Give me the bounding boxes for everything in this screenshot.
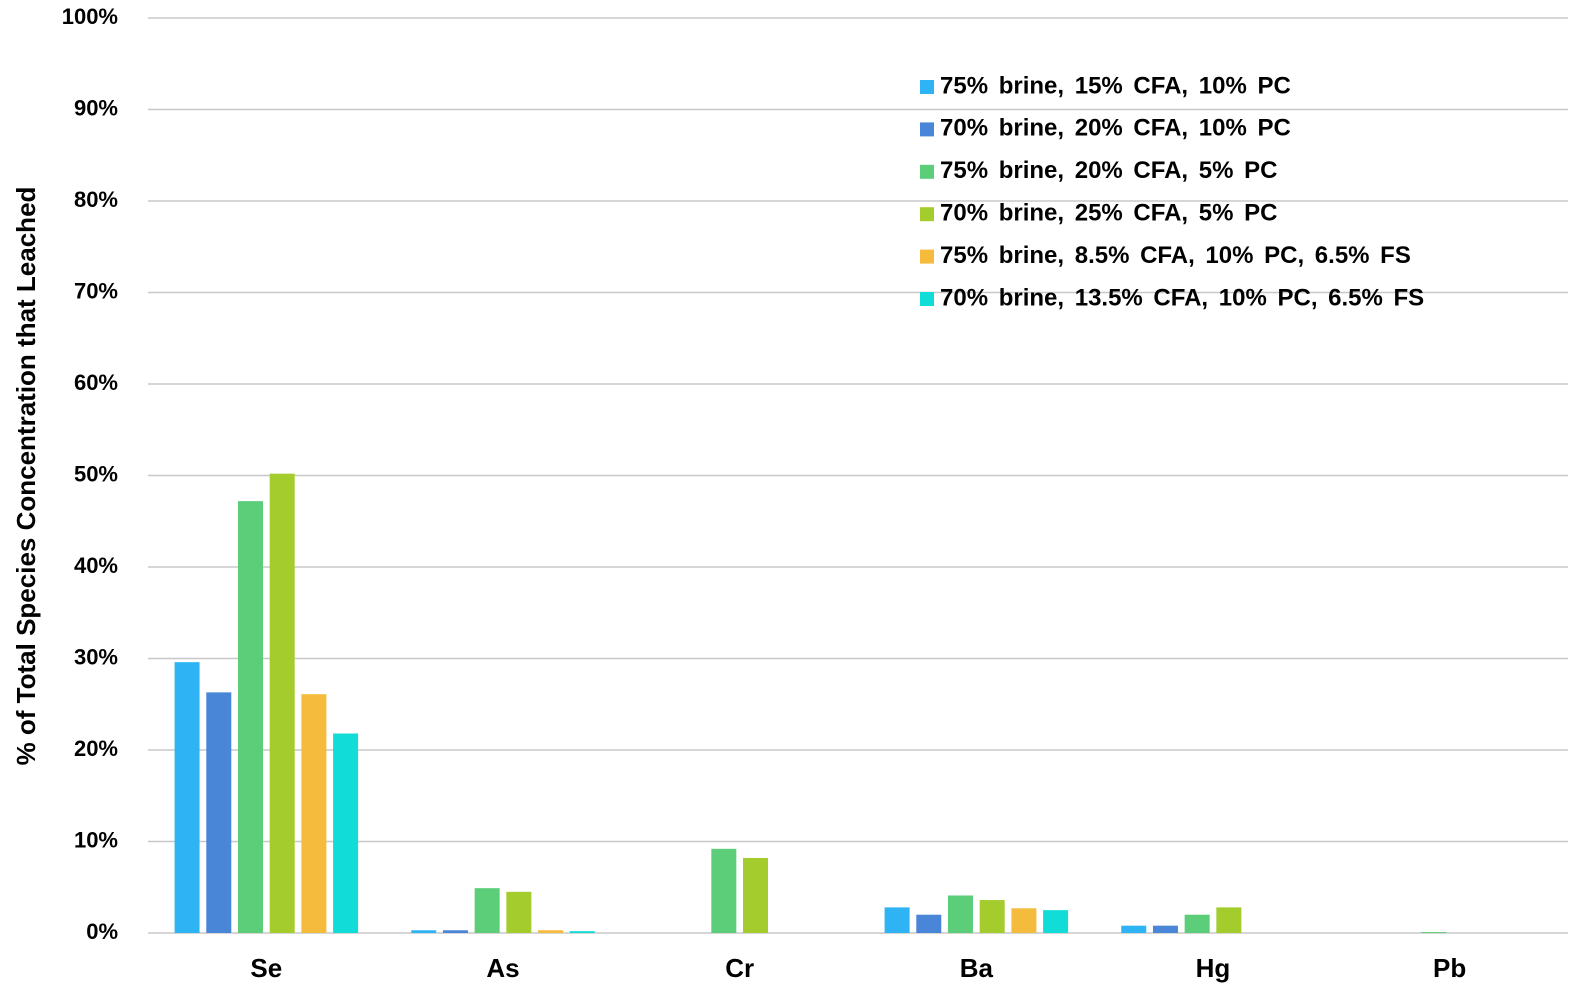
y-tick-label: 80% xyxy=(74,187,118,212)
y-tick-label: 40% xyxy=(74,553,118,578)
bar xyxy=(979,900,1005,933)
legend-swatch xyxy=(920,207,934,222)
bar xyxy=(174,662,200,933)
y-tick-label: 70% xyxy=(74,278,118,303)
bar xyxy=(884,907,910,933)
bar xyxy=(333,733,359,933)
bar xyxy=(569,931,595,933)
bar xyxy=(301,694,327,933)
legend-swatch xyxy=(920,249,934,264)
bar xyxy=(506,891,532,933)
bar xyxy=(269,473,295,933)
x-tick-label: Cr xyxy=(725,953,754,983)
bar xyxy=(1421,932,1447,933)
y-tick-label: 60% xyxy=(74,370,118,395)
x-tick-label: Ba xyxy=(960,953,994,983)
x-tick-label: Pb xyxy=(1433,953,1466,983)
legend-label: 75% brine, 15% CFA, 10% PC xyxy=(940,72,1291,99)
y-axis-label: % of Total Species Concentration that Le… xyxy=(11,187,41,766)
x-tick-label: Hg xyxy=(1196,953,1231,983)
bar xyxy=(206,692,232,933)
bar xyxy=(1184,914,1210,933)
bar xyxy=(442,930,468,933)
bar xyxy=(916,914,942,933)
bar xyxy=(411,930,437,933)
y-tick-label: 0% xyxy=(86,919,118,944)
y-tick-label: 90% xyxy=(74,95,118,120)
bar xyxy=(1043,910,1069,933)
legend-swatch xyxy=(920,292,934,306)
bar xyxy=(237,501,263,933)
legend-swatch xyxy=(920,164,934,179)
legend-label: 75% brine, 8.5% CFA, 10% PC, 6.5% FS xyxy=(940,242,1411,269)
y-tick-label: 10% xyxy=(74,827,118,852)
y-tick-label: 20% xyxy=(74,736,118,761)
y-tick-label: 50% xyxy=(74,461,118,486)
legend-label: 70% brine, 25% CFA, 5% PC xyxy=(940,200,1277,227)
legend-label: 70% brine, 13.5% CFA, 10% PC, 6.5% FS xyxy=(940,284,1424,311)
legend-swatch xyxy=(920,122,934,137)
bar xyxy=(743,857,769,933)
legend-swatch xyxy=(920,80,934,94)
bar xyxy=(1121,925,1147,933)
y-tick-label: 30% xyxy=(74,644,118,669)
legend-label: 75% brine, 20% CFA, 5% PC xyxy=(940,157,1277,184)
bar xyxy=(947,895,973,933)
y-tick-label: 100% xyxy=(62,4,118,29)
bar xyxy=(1216,907,1242,933)
legend-label: 70% brine, 20% CFA, 10% PC xyxy=(940,115,1291,142)
x-tick-label: Se xyxy=(250,953,282,983)
bar xyxy=(538,930,564,933)
bar xyxy=(1011,908,1037,933)
bar xyxy=(1152,925,1178,933)
bar xyxy=(711,848,737,933)
bar xyxy=(474,888,500,933)
x-tick-label: As xyxy=(486,953,519,983)
